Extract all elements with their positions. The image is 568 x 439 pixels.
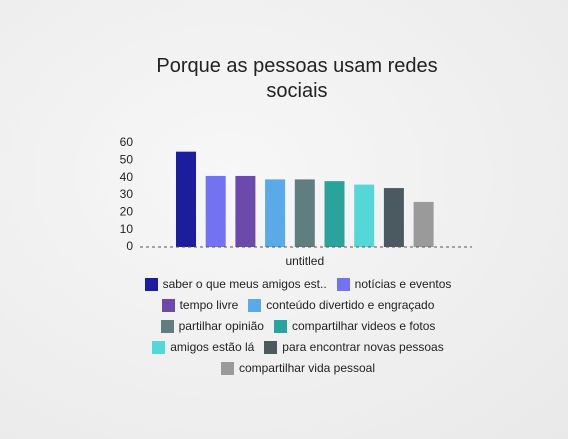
x-tick-label: untitled xyxy=(285,254,324,268)
bar xyxy=(265,179,286,247)
y-tick-label: 60 xyxy=(120,135,134,149)
legend-swatch xyxy=(273,319,287,333)
bar xyxy=(383,188,404,247)
y-tick-label: 20 xyxy=(120,205,134,219)
legend-swatch xyxy=(248,298,262,312)
legend-item: notícias e eventos xyxy=(336,276,452,292)
legend-swatch xyxy=(264,340,278,354)
legend-label: compartilhar vida pessoal xyxy=(238,361,376,375)
bar xyxy=(354,184,375,247)
legend-item: tempo livre xyxy=(161,297,239,313)
legend-swatch xyxy=(160,319,174,333)
legend-swatch xyxy=(336,277,350,291)
bar xyxy=(413,201,434,247)
legend-label: tempo livre xyxy=(179,298,239,312)
bar xyxy=(324,181,345,247)
bar xyxy=(235,175,256,247)
y-tick-label: 0 xyxy=(126,239,133,253)
legend-label: partilhar opinião xyxy=(178,319,264,333)
y-tick-label: 50 xyxy=(120,153,134,167)
legend-item: saber o que meus amigos est.. xyxy=(144,276,327,292)
legend-label: notícias e eventos xyxy=(354,277,452,291)
legend-label: conteúdo divertido e engraçado xyxy=(266,298,435,312)
y-tick-label: 10 xyxy=(120,222,134,236)
legend-swatch xyxy=(161,298,175,312)
y-tick-label: 30 xyxy=(120,187,134,201)
legend-swatch xyxy=(144,277,158,291)
legend-item: compartilhar vida pessoal xyxy=(220,360,376,376)
legend-label: compartilhar videos e fotos xyxy=(291,319,436,333)
legend-swatch xyxy=(220,361,234,375)
bar xyxy=(205,175,226,247)
legend-label: saber o que meus amigos est.. xyxy=(162,277,327,291)
bar xyxy=(176,151,196,247)
legend-item: compartilhar videos e fotos xyxy=(273,318,436,334)
legend-item: amigos estão lá xyxy=(152,339,254,355)
y-tick-label: 40 xyxy=(120,170,134,184)
chart-title: Porque as pessoas usam redes sociais xyxy=(156,55,438,102)
legend-label: para encontrar novas pessoas xyxy=(282,340,444,354)
legend-item: partilhar opinião xyxy=(160,318,264,334)
legend-item: para encontrar novas pessoas xyxy=(264,339,444,355)
legend-swatch xyxy=(152,340,166,354)
bar xyxy=(294,179,315,247)
legend-label: amigos estão lá xyxy=(170,340,255,354)
legend: saber o que meus amigos est.. notícias e … xyxy=(118,276,478,376)
legend-item: conteúdo divertido e engraçado xyxy=(248,297,434,313)
